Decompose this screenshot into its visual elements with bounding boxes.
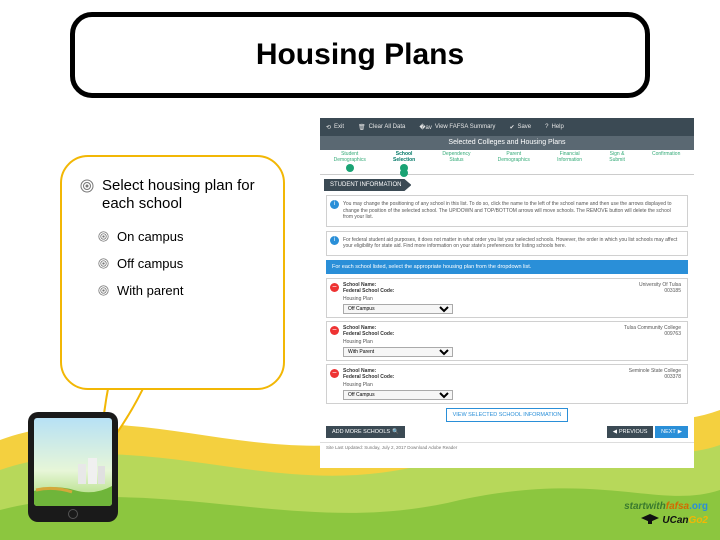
school-card: − School Name:Tulsa Community College Fe…	[326, 321, 688, 361]
tab-financial[interactable]: FinancialInformation	[555, 152, 584, 172]
housing-plan-select[interactable]: Off Campus	[343, 304, 453, 314]
section-flag: STUDENT INFORMATION	[324, 179, 411, 191]
remove-school-icon[interactable]: −	[330, 369, 339, 378]
school-code: 003378	[664, 374, 681, 380]
button-row-bottom: ADD MORE SCHOOLS 🔍 ◀ PREVIOUS NEXT ▶	[326, 426, 688, 438]
school-code: 003185	[664, 288, 681, 294]
tab-student-demographics[interactable]: StudentDemographics	[332, 152, 368, 172]
app-subheader: Selected Colleges and Housing Plans	[320, 136, 694, 150]
info-box-1: i You may change the positioning of any …	[326, 195, 688, 227]
save-button[interactable]: ✔ Save	[509, 124, 531, 131]
slide-title-box: Housing Plans	[70, 12, 650, 98]
callout-bubble: Select housing plan for each school On c…	[60, 155, 285, 390]
info-icon: i	[330, 200, 339, 209]
clear-button[interactable]: 🗑 Clear All Data	[358, 124, 405, 131]
bullet-sub: Off campus	[98, 256, 265, 271]
school-card: − School Name:Seminole State College Fed…	[326, 364, 688, 404]
ucango2-logo: UCanGo2	[624, 514, 708, 526]
tab-dependency[interactable]: DependencyStatus	[440, 152, 472, 172]
next-button[interactable]: NEXT ▶	[655, 426, 688, 438]
housing-plan-select[interactable]: Off Campus	[343, 390, 453, 400]
tab-confirmation[interactable]: Confirmation	[650, 152, 682, 172]
target-bullet-icon	[98, 258, 109, 269]
app-topbar: ⟲ Exit 🗑 Clear All Data �av View FAFSA S…	[320, 118, 694, 136]
previous-button[interactable]: ◀ PREVIOUS	[607, 426, 654, 438]
add-schools-button[interactable]: ADD MORE SCHOOLS 🔍	[326, 426, 405, 438]
bullet-main-text: Select housing plan for each school	[102, 177, 265, 213]
fafsa-app-screenshot: ⟲ Exit 🗑 Clear All Data �av View FAFSA S…	[320, 118, 694, 468]
startwithfafsa-logo: startwithfafsa.org	[624, 501, 708, 512]
view-summary-button[interactable]: �av View FAFSA Summary	[419, 124, 495, 131]
view-schools-button[interactable]: VIEW SELECTED SCHOOL INFORMATION	[446, 408, 569, 422]
info-icon: i	[330, 236, 339, 245]
tab-parent[interactable]: ParentDemographics	[496, 152, 532, 172]
tab-sign[interactable]: Sign &Submit	[607, 152, 627, 172]
tablet-home-icon	[68, 509, 78, 519]
button-row-top: VIEW SELECTED SCHOOL INFORMATION	[326, 408, 688, 422]
target-bullet-icon	[98, 285, 109, 296]
tablet-illustration	[28, 412, 118, 522]
remove-school-icon[interactable]: −	[330, 283, 339, 292]
bullet-sub-text: With parent	[117, 283, 183, 298]
app-tabs: StudentDemographics SchoolSelection Depe…	[320, 150, 694, 175]
grad-cap-icon	[641, 514, 659, 526]
target-bullet-icon	[98, 231, 109, 242]
slide-title: Housing Plans	[256, 38, 464, 72]
tab-school-selection[interactable]: SchoolSelection	[391, 152, 417, 172]
bullet-main: Select housing plan for each school	[80, 177, 265, 213]
help-button[interactable]: ? Help	[545, 124, 564, 130]
school-code: 009763	[664, 331, 681, 337]
exit-button[interactable]: ⟲ Exit	[326, 124, 344, 131]
bullet-sub-text: Off campus	[117, 256, 183, 271]
app-footer: Site Last Updated: Sunday, July 2, 2017 …	[320, 442, 694, 452]
logo-block: startwithfafsa.org UCanGo2	[624, 501, 708, 526]
housing-plan-select[interactable]: With Parent	[343, 347, 453, 357]
bullet-sub: On campus	[98, 229, 265, 244]
bullet-sub: With parent	[98, 283, 265, 298]
school-card: − School Name:University Of Tulsa Federa…	[326, 278, 688, 318]
bullet-sub-text: On campus	[117, 229, 183, 244]
target-bullet-icon	[80, 179, 94, 193]
info-box-2: i For federal student aid purposes, it d…	[326, 231, 688, 256]
remove-school-icon[interactable]: −	[330, 326, 339, 335]
tablet-screen	[34, 418, 112, 506]
instruction-bar: For each school listed, select the appro…	[326, 260, 688, 274]
